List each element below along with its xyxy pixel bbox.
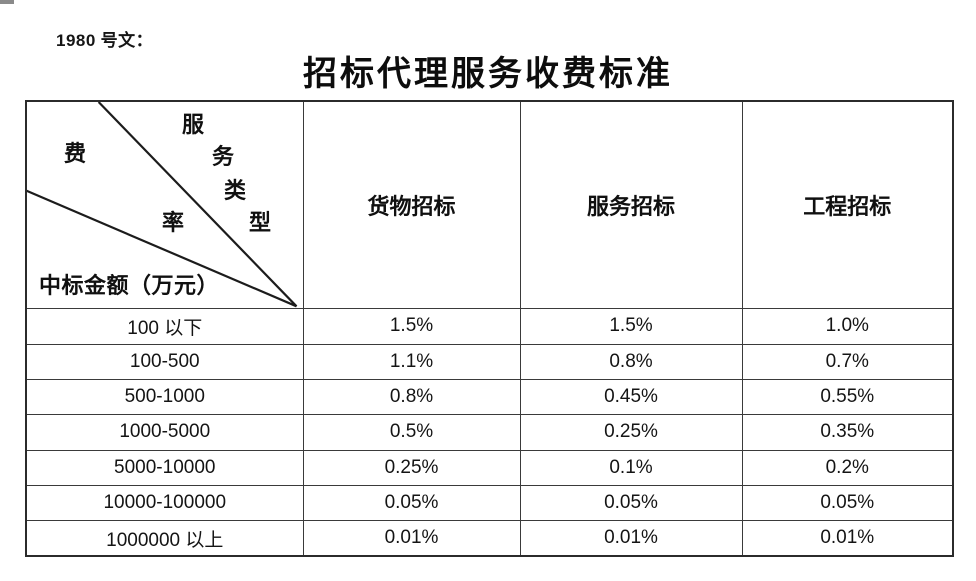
corner-label-fee-rate-char: 率 [162, 210, 185, 235]
column-header-engineering: 工程招标 [741, 100, 954, 310]
page-title: 招标代理服务收费标准 [303, 56, 673, 93]
table-row: 1000-5000 0.5% 0.25% 0.35% [25, 414, 954, 451]
rate-cell: 0.05% [741, 484, 954, 522]
diagonal-divider-lines [27, 102, 298, 308]
rate-cell: 0.55% [741, 378, 954, 416]
rate-cell: 0.01% [741, 520, 954, 557]
amount-range-cell: 10000-100000 [25, 484, 304, 522]
rate-cell: 0.01% [519, 520, 743, 557]
rate-cell: 1.5% [302, 308, 521, 345]
rate-cell: 0.25% [519, 414, 743, 451]
rate-cell: 0.45% [519, 378, 743, 416]
doc-number-value: 1980 [56, 31, 96, 50]
rate-cell: 1.1% [302, 343, 521, 380]
corner-label-service-type-char: 服 [182, 112, 205, 137]
rate-cell: 0.8% [519, 343, 743, 380]
amount-range-cell: 500-1000 [25, 378, 304, 416]
rate-cell: 0.7% [741, 343, 954, 380]
column-header-goods: 货物招标 [302, 100, 521, 310]
rate-cell: 0.1% [519, 449, 743, 486]
rate-cell: 0.5% [302, 414, 521, 451]
corner-label-fee-rate-char: 费 [64, 141, 87, 166]
rate-cell: 0.2% [741, 449, 954, 486]
table-header-row: 服 务 类 型 费 率 中标金额（万元） 货物招标 服务招标 工程招标 [25, 100, 954, 310]
rate-cell: 0.25% [302, 449, 521, 486]
row-axis-label: 中标金额（万元） [39, 273, 220, 298]
column-header-service: 服务招标 [519, 100, 743, 310]
table-row: 1000000 以上 0.01% 0.01% 0.01% [25, 520, 954, 557]
amount-range-cell: 5000-10000 [25, 449, 304, 486]
amount-range-cell: 100 以下 [25, 308, 304, 345]
table-row: 100 以下 1.5% 1.5% 1.0% [25, 308, 954, 345]
rate-cell: 0.35% [741, 414, 954, 451]
scan-artifact-mark [0, 0, 14, 4]
table-row: 100-500 1.1% 0.8% 0.7% [25, 343, 954, 380]
table-row: 5000-10000 0.25% 0.1% 0.2% [25, 449, 954, 486]
rate-cell: 1.5% [519, 308, 743, 345]
rate-cell: 0.01% [302, 520, 521, 557]
corner-label-service-type-char: 类 [224, 178, 247, 203]
amount-range-cell: 100-500 [25, 343, 304, 380]
corner-label-service-type-char: 务 [212, 144, 235, 169]
corner-label-service-type-char: 型 [249, 210, 272, 235]
table-row: 500-1000 0.8% 0.45% 0.55% [25, 378, 954, 416]
amount-range-cell: 1000-5000 [25, 414, 304, 451]
doc-number-suffix: 号文： [95, 31, 154, 50]
fee-table: 服 务 类 型 费 率 中标金额（万元） 货物招标 服务招标 工程招标 100 … [25, 100, 954, 557]
table-corner-cell: 服 务 类 型 费 率 中标金额（万元） [25, 100, 304, 310]
rate-cell: 0.8% [302, 378, 521, 416]
rate-cell: 0.05% [519, 484, 743, 522]
rate-cell: 0.05% [302, 484, 521, 522]
rate-cell: 1.0% [741, 308, 954, 345]
amount-range-cell: 1000000 以上 [25, 520, 304, 557]
doc-number: 1980 号文： [37, 6, 153, 71]
table-row: 10000-100000 0.05% 0.05% 0.05% [25, 484, 954, 522]
